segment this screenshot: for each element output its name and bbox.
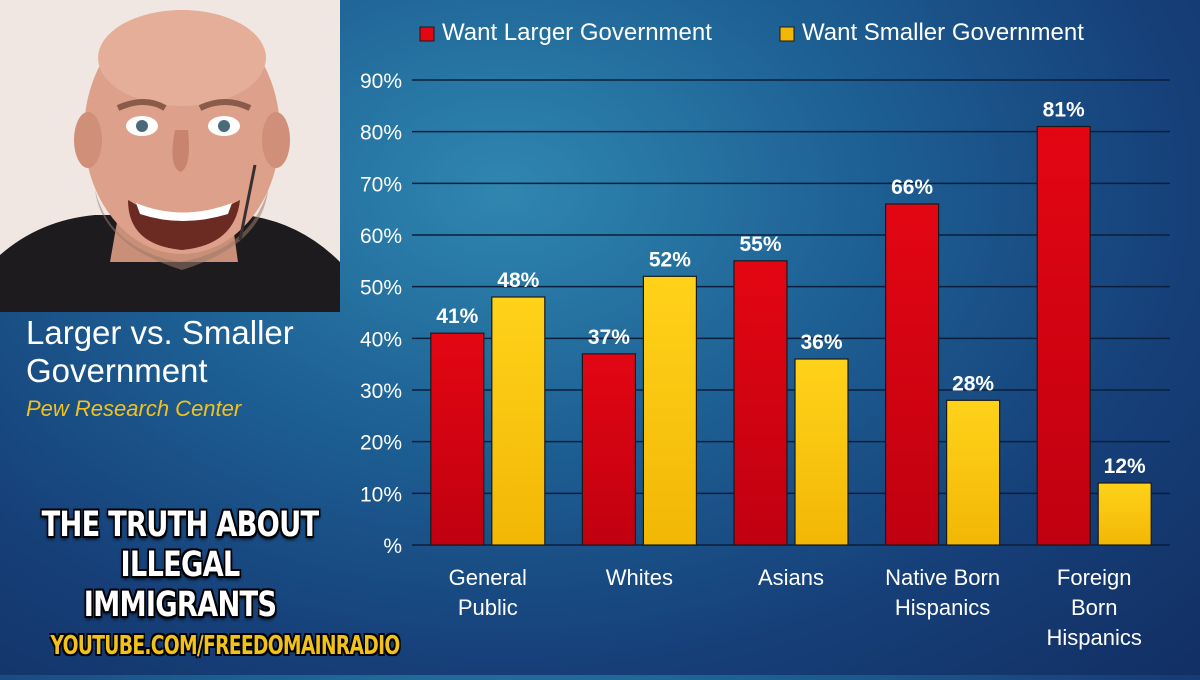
bar-smaller-government (491, 296, 546, 546)
data-label: 66% (891, 176, 933, 199)
data-label: 81% (1043, 99, 1085, 122)
legend-swatch-larger (419, 26, 435, 42)
x-tick-label: Whites (606, 565, 673, 590)
presenter-webcam-image (0, 0, 340, 312)
bar-smaller-government (642, 275, 697, 546)
data-label: 28% (952, 372, 994, 395)
x-tick-label: Hispanics (1047, 625, 1142, 650)
y-tick-label: 70% (360, 173, 402, 196)
data-label: 36% (800, 331, 842, 354)
bar-smaller-government (794, 358, 849, 546)
bar-chart: % 10% 20% 30% 40% 50% 60% 70% 80% 90% 41% 48% Genera… (340, 0, 1200, 675)
y-tick-label: 30% (360, 380, 402, 403)
bar-larger-government (733, 260, 788, 546)
data-label: 52% (649, 248, 691, 271)
data-label: 12% (1104, 455, 1146, 478)
y-tick-label: 90% (360, 70, 402, 93)
y-tick-label: % (383, 535, 402, 558)
x-tick-label: Hispanics (895, 595, 990, 620)
x-tick-label: Native Born (885, 565, 1000, 590)
bar-larger-government (1036, 125, 1091, 546)
bar-larger-government (884, 203, 940, 546)
promo-line-2: ILLEGAL IMMIGRANTS (83, 545, 277, 625)
video-promo-banner: THE TRUTH ABOUT ILLEGAL IMMIGRANTS YOUTU… (0, 505, 401, 663)
bar-larger-government (430, 332, 485, 546)
x-tick-label: Public (458, 595, 518, 620)
chart-caption-source: Pew Research Center (26, 396, 242, 421)
y-tick-label: 10% (360, 483, 402, 506)
x-tick-label: General (449, 565, 527, 590)
x-tick-label: Foreign (1057, 565, 1132, 590)
y-tick-label: 40% (360, 328, 402, 351)
x-tick-label: Born (1071, 595, 1117, 620)
data-label: 37% (588, 326, 630, 349)
bar-smaller-government (1097, 482, 1152, 546)
y-tick-label: 60% (360, 225, 402, 248)
bar-smaller-government (945, 399, 1001, 546)
legend-label-smaller: Want Smaller Government (802, 19, 1084, 46)
y-tick-label: 50% (360, 277, 402, 300)
data-label: 48% (497, 269, 539, 292)
legend-swatch-smaller (779, 26, 795, 42)
promo-line-1: THE TRUTH ABOUT (41, 505, 319, 545)
x-tick-label: Asians (758, 565, 824, 590)
data-label: 55% (739, 233, 781, 256)
bar-larger-government (581, 353, 636, 546)
y-tick-label: 20% (360, 432, 402, 455)
y-tick-label: 80% (360, 122, 402, 145)
chart-caption-title: Larger vs. Smaller Government (26, 314, 294, 389)
promo-channel-url: YOUTUBE.COM/FREEDOMAINRADIO (50, 631, 400, 661)
legend-label-larger: Want Larger Government (442, 19, 712, 46)
data-label: 41% (436, 305, 478, 328)
